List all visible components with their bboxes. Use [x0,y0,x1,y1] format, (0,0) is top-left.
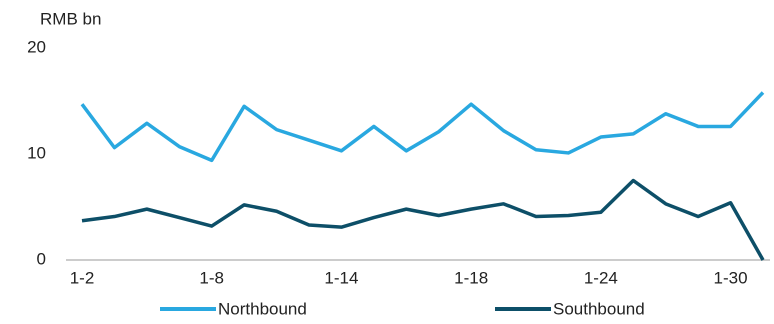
y-tick-label: 10 [27,143,46,162]
legend-label: Northbound [218,299,307,318]
x-tick-label: 1-2 [70,268,95,287]
series-line [81,178,765,261]
x-tick-label: 1-18 [454,268,488,287]
legend-label: Southbound [553,299,645,318]
x-tick-label: 1-30 [714,268,748,287]
x-tick-label: 1-14 [324,268,358,287]
x-tick-label: 1-24 [584,268,618,287]
series-line [80,91,765,163]
y-tick-label: 0 [37,249,46,268]
y-tick-label: 20 [27,37,46,56]
x-tick-label: 1-8 [199,268,224,287]
y-axis-label: RMB bn [40,9,101,28]
